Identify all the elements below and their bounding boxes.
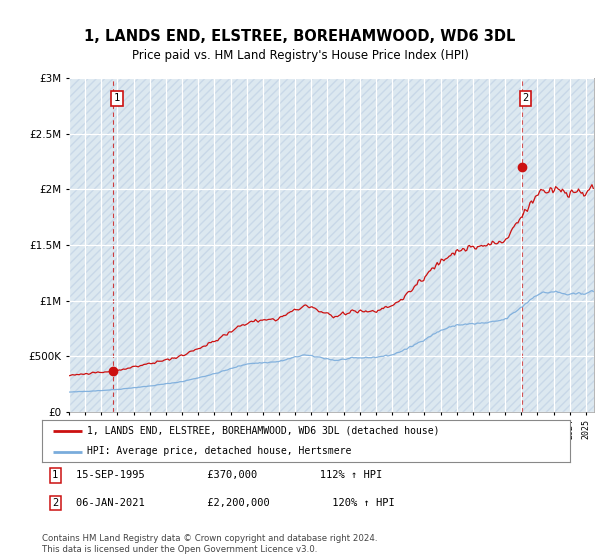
Text: 2: 2	[52, 498, 58, 508]
Text: 1, LANDS END, ELSTREE, BOREHAMWOOD, WD6 3DL (detached house): 1, LANDS END, ELSTREE, BOREHAMWOOD, WD6 …	[87, 426, 439, 436]
Text: 2: 2	[523, 94, 529, 104]
Text: 1: 1	[52, 470, 58, 480]
Text: HPI: Average price, detached house, Hertsmere: HPI: Average price, detached house, Hert…	[87, 446, 351, 456]
Text: 1, LANDS END, ELSTREE, BOREHAMWOOD, WD6 3DL: 1, LANDS END, ELSTREE, BOREHAMWOOD, WD6 …	[85, 29, 515, 44]
Text: 1: 1	[113, 94, 120, 104]
Text: This data is licensed under the Open Government Licence v3.0.: This data is licensed under the Open Gov…	[42, 545, 317, 554]
Text: 15-SEP-1995          £370,000          112% ↑ HPI: 15-SEP-1995 £370,000 112% ↑ HPI	[76, 470, 383, 480]
Text: Contains HM Land Registry data © Crown copyright and database right 2024.: Contains HM Land Registry data © Crown c…	[42, 534, 377, 543]
Text: 06-JAN-2021          £2,200,000          120% ↑ HPI: 06-JAN-2021 £2,200,000 120% ↑ HPI	[76, 498, 395, 508]
Text: Price paid vs. HM Land Registry's House Price Index (HPI): Price paid vs. HM Land Registry's House …	[131, 49, 469, 63]
